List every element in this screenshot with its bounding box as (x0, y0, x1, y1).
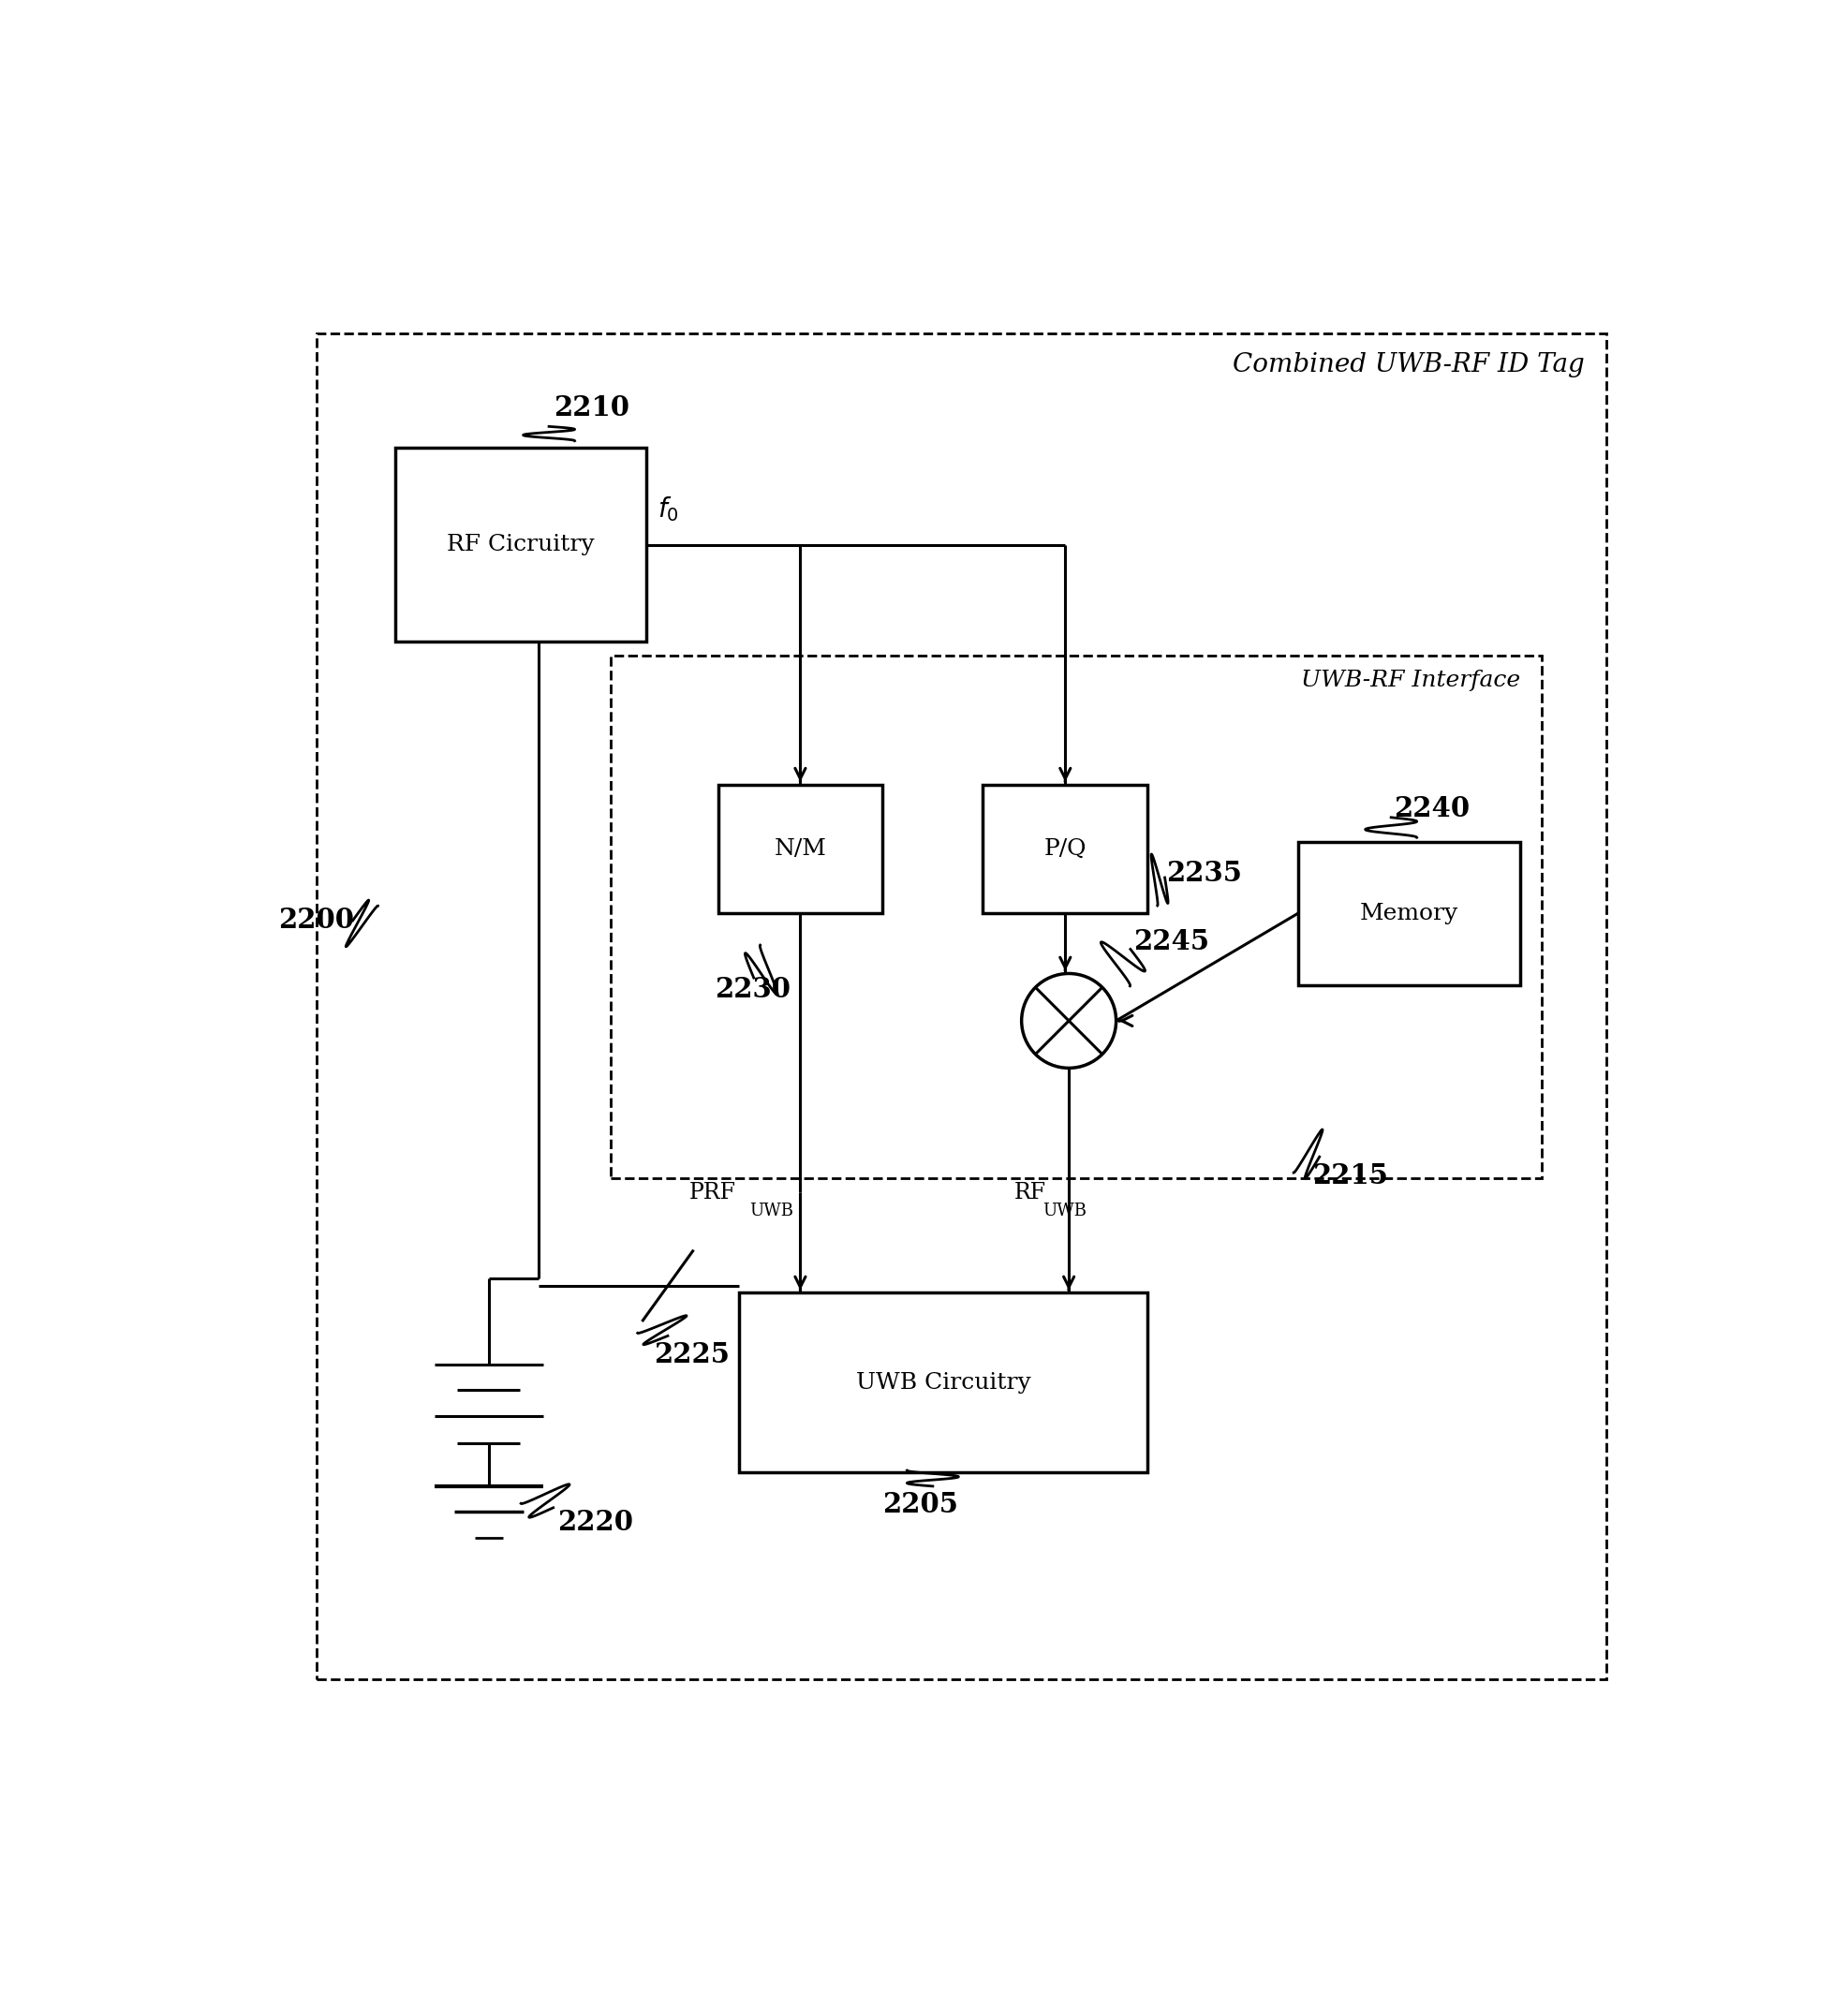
Text: N/M: N/M (774, 839, 826, 859)
Text: UWB Circuitry: UWB Circuitry (856, 1371, 1031, 1393)
Text: Memory: Memory (1360, 903, 1458, 925)
Text: UWB-RF Interface: UWB-RF Interface (1301, 670, 1519, 692)
Text: 2220: 2220 (558, 1509, 634, 1535)
Text: 2245: 2245 (1133, 929, 1209, 955)
Text: $f_0$: $f_0$ (658, 494, 678, 522)
Text: 2230: 2230 (715, 977, 791, 1002)
Text: 2210: 2210 (553, 395, 628, 421)
Text: P/Q: P/Q (1044, 839, 1087, 859)
Text: 2235: 2235 (1166, 859, 1242, 887)
Text: RF: RF (1015, 1182, 1046, 1204)
Text: 2225: 2225 (654, 1341, 730, 1367)
Text: Combined UWB-RF ID Tag: Combined UWB-RF ID Tag (1233, 353, 1584, 377)
Text: PRF: PRF (689, 1182, 736, 1204)
Text: 2205: 2205 (883, 1491, 959, 1519)
Text: 2200: 2200 (279, 907, 355, 935)
Text: 2215: 2215 (1312, 1162, 1388, 1190)
Text: 2240: 2240 (1393, 795, 1469, 823)
Text: RF Cicruitry: RF Cicruitry (447, 534, 595, 556)
Text: UWB: UWB (750, 1204, 793, 1220)
Text: UWB: UWB (1042, 1204, 1087, 1220)
